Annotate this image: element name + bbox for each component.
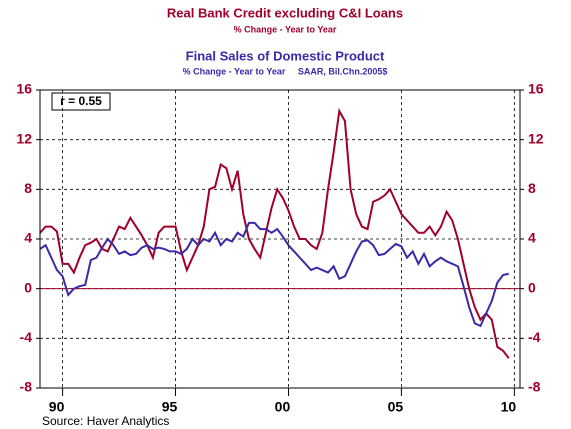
y-tick-label: 12 bbox=[16, 130, 32, 146]
y2-tick-label: -4 bbox=[528, 329, 541, 345]
y-tick-label: 16 bbox=[16, 81, 32, 97]
y2-tick-label: -8 bbox=[528, 379, 541, 395]
y2-tick-label: 4 bbox=[528, 230, 536, 246]
chart-subtitle: % Change - Year to Year bbox=[234, 24, 337, 34]
y-tick-label: -8 bbox=[20, 379, 33, 395]
y-tick-label: 0 bbox=[24, 279, 32, 295]
y2-tick-label: 0 bbox=[528, 279, 536, 295]
y-tick-label: -4 bbox=[20, 329, 33, 345]
annotation-box bbox=[51, 92, 111, 111]
x-tick-label: 10 bbox=[501, 399, 517, 415]
x-tick-label: 05 bbox=[388, 399, 404, 415]
x-tick-label: 00 bbox=[275, 399, 291, 415]
annotation: r = 0.55 bbox=[60, 94, 102, 108]
x-tick-label: 90 bbox=[49, 399, 65, 415]
line-series bbox=[39, 108, 510, 359]
x-tick-label: 95 bbox=[162, 399, 178, 415]
y2-tick-label: 8 bbox=[528, 180, 536, 196]
line-series bbox=[39, 221, 509, 328]
chart-subtitle-2: % Change - Year to Year SAAR, Bil.Chn.20… bbox=[183, 66, 388, 76]
y2-tick-label: 12 bbox=[528, 130, 544, 146]
y-tick-label: 8 bbox=[24, 180, 32, 196]
y-tick-label: 4 bbox=[24, 230, 32, 246]
source: Source: Haver Analytics bbox=[42, 414, 169, 428]
chart-title-2: Final Sales of Domestic Product bbox=[186, 48, 385, 63]
y2-tick-label: 16 bbox=[528, 81, 544, 97]
chart-title: Real Bank Credit excluding C&I Loans bbox=[167, 5, 403, 20]
plot-frame bbox=[39, 89, 521, 389]
